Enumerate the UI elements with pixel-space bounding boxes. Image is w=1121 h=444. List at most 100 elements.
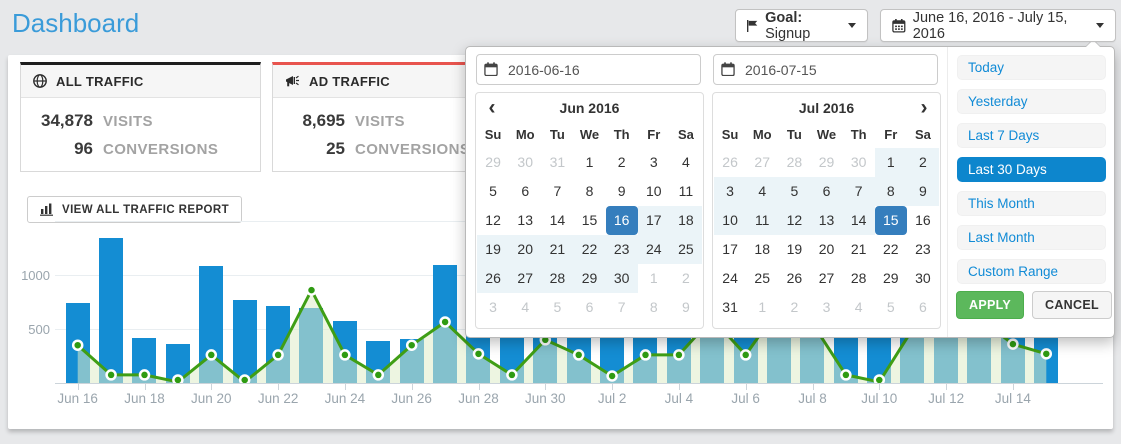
day-cell[interactable]: 3	[822, 299, 831, 315]
day-cell[interactable]: 20	[818, 241, 835, 257]
day-cell[interactable]: 24	[637, 235, 670, 264]
line-point-jun-27[interactable]	[439, 316, 451, 328]
day-cell[interactable]: 17	[637, 206, 670, 235]
line-point-jul-3[interactable]	[639, 349, 652, 361]
day-cell[interactable]: 19	[477, 235, 510, 264]
line-point-jul-1[interactable]	[572, 349, 585, 361]
line-point-jul-2[interactable]	[606, 370, 618, 382]
day-cell[interactable]: 29	[882, 270, 899, 286]
line-point-jul-9[interactable]	[840, 369, 852, 381]
day-cell[interactable]: 29	[818, 154, 835, 170]
day-cell[interactable]: 7	[842, 177, 875, 206]
day-cell[interactable]: 9	[617, 183, 626, 199]
range-option-this-month[interactable]: This Month	[957, 191, 1106, 216]
day-cell[interactable]: 27	[818, 270, 835, 286]
day-cell[interactable]: 11	[678, 183, 694, 199]
day-cell[interactable]: 15	[581, 212, 598, 228]
start-date-input[interactable]	[476, 54, 701, 85]
day-cell[interactable]: 8	[649, 299, 658, 315]
day-cell[interactable]: 23	[605, 235, 638, 264]
day-cell[interactable]: 3	[489, 299, 497, 315]
day-cell[interactable]: 28	[541, 264, 574, 293]
day-cell[interactable]: 4	[521, 299, 530, 315]
day-cell[interactable]: 30	[605, 264, 638, 293]
day-cell[interactable]: 28	[786, 154, 803, 170]
day-cell[interactable]: 5	[778, 177, 811, 206]
day-cell[interactable]: 13	[517, 212, 533, 228]
line-point-jun-18[interactable]	[138, 369, 151, 381]
line-point-jun-16[interactable]	[71, 339, 84, 351]
line-point-jul-4[interactable]	[673, 349, 685, 361]
end-date-input[interactable]	[713, 54, 938, 85]
day-cell[interactable]: 26	[786, 270, 803, 286]
day-cell[interactable]: 17	[722, 241, 738, 257]
day-cell[interactable]: 27	[509, 264, 542, 293]
day-cell[interactable]: 8	[585, 183, 594, 199]
line-point-jun-21[interactable]	[238, 374, 251, 384]
line-point-jun-26[interactable]	[405, 339, 418, 351]
day-cell[interactable]: 4	[746, 177, 779, 206]
day-cell[interactable]: 14	[549, 212, 566, 228]
day-cell[interactable]: 29	[573, 264, 606, 293]
line-point-jul-14[interactable]	[1007, 338, 1019, 350]
day-cell[interactable]: 22	[573, 235, 606, 264]
line-point-jul-10[interactable]	[873, 374, 886, 384]
day-cell[interactable]: 26	[722, 154, 738, 170]
day-cell-selected[interactable]: 15	[874, 206, 907, 235]
line-point-jun-22[interactable]	[272, 349, 284, 361]
line-point-jun-25[interactable]	[372, 369, 385, 381]
day-cell[interactable]: 25	[754, 270, 770, 286]
line-point-jun-28[interactable]	[472, 348, 485, 360]
day-cell[interactable]: 3	[714, 177, 747, 206]
day-cell[interactable]: 28	[850, 270, 867, 286]
view-all-traffic-report-button[interactable]: VIEW ALL TRAFFIC REPORT	[27, 196, 242, 223]
day-cell[interactable]: 2	[617, 154, 626, 170]
day-cell[interactable]: 22	[882, 241, 899, 257]
day-cell[interactable]: 2	[790, 299, 799, 315]
day-cell[interactable]: 1	[874, 148, 907, 177]
next-month-icon[interactable]: ›	[920, 96, 928, 119]
day-cell[interactable]: 4	[682, 154, 690, 170]
line-point-jun-24[interactable]	[339, 349, 351, 361]
day-cell[interactable]: 31	[722, 299, 738, 315]
day-cell[interactable]: 18	[669, 206, 702, 235]
range-option-yesterday[interactable]: Yesterday	[957, 89, 1106, 114]
day-cell[interactable]: 30	[915, 270, 931, 286]
day-cell[interactable]: 2	[906, 148, 939, 177]
bar-jun-21[interactable]	[232, 299, 257, 383]
day-cell[interactable]: 25	[669, 235, 702, 264]
range-option-last-30-days[interactable]: Last 30 Days	[957, 157, 1106, 182]
line-point-jun-17[interactable]	[105, 369, 117, 381]
range-option-custom-range[interactable]: Custom Range	[957, 259, 1106, 284]
day-cell[interactable]: 12	[485, 212, 501, 228]
prev-month-icon[interactable]: ‹	[488, 96, 496, 119]
day-cell[interactable]: 2	[682, 270, 690, 286]
day-cell[interactable]: 27	[754, 154, 770, 170]
day-cell[interactable]: 11	[746, 206, 779, 235]
day-cell[interactable]: 9	[906, 177, 939, 206]
day-cell-selected[interactable]: 16	[605, 206, 638, 235]
line-point-jun-19[interactable]	[172, 374, 184, 384]
bar-jun-17[interactable]	[99, 238, 124, 383]
day-cell[interactable]: 5	[553, 299, 562, 315]
day-cell[interactable]: 7	[553, 183, 562, 199]
range-option-last-7-days[interactable]: Last 7 Days	[957, 123, 1106, 148]
goal-dropdown-button[interactable]: Goal: Signup	[735, 9, 868, 42]
day-cell[interactable]: 6	[521, 183, 530, 199]
line-point-jul-6[interactable]	[739, 349, 752, 361]
line-point-jul-15[interactable]	[1040, 348, 1053, 360]
day-cell[interactable]: 6	[919, 299, 927, 315]
day-cell[interactable]: 19	[786, 241, 803, 257]
day-cell[interactable]: 13	[810, 206, 843, 235]
cancel-button[interactable]: CANCEL	[1032, 291, 1112, 319]
date-range-dropdown-button[interactable]: June 16, 2016 - July 15, 2016	[880, 9, 1116, 42]
day-cell[interactable]: 29	[485, 154, 501, 170]
day-cell[interactable]: 4	[854, 299, 863, 315]
day-cell[interactable]: 21	[850, 241, 867, 257]
day-cell[interactable]: 6	[810, 177, 843, 206]
day-cell[interactable]: 24	[722, 270, 738, 286]
day-cell[interactable]: 31	[549, 154, 566, 170]
day-cell[interactable]: 30	[850, 154, 867, 170]
day-cell[interactable]: 26	[477, 264, 510, 293]
day-cell[interactable]: 18	[754, 241, 770, 257]
